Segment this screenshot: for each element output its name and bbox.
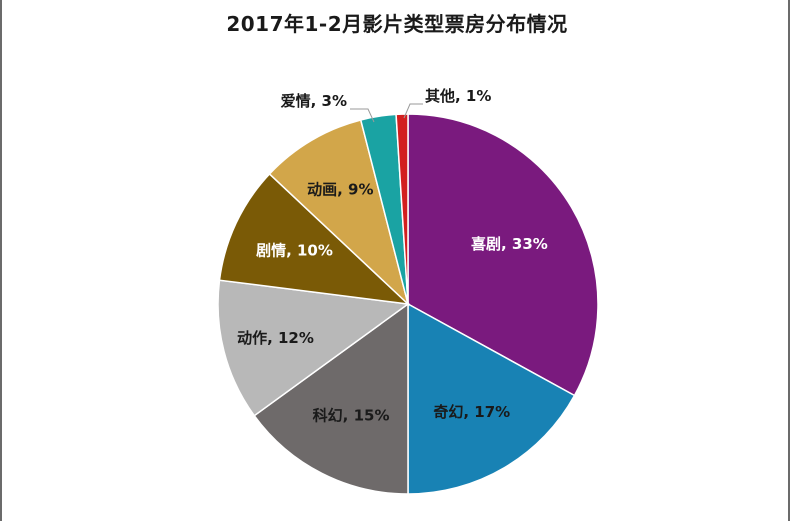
pie-slice-0 — [407, 113, 599, 397]
slice-label-7: 其他, 1% — [425, 87, 491, 105]
pie-slices — [217, 113, 599, 495]
pie-slice-4 — [218, 172, 411, 306]
leader-line-6 — [350, 108, 375, 123]
chart-title: 2017年1-2月影片类型票房分布情况 — [226, 12, 568, 36]
slice-label-0: 喜剧, 33% — [471, 235, 548, 253]
slice-label-6: 爱情, 3% — [281, 92, 347, 110]
pie-slice-7 — [395, 113, 409, 305]
pie-slice-5 — [268, 119, 410, 307]
leader-lines — [350, 103, 423, 123]
pie-slice-3 — [217, 279, 410, 417]
pie-slice-2 — [253, 302, 409, 495]
slice-label-3: 动作, 12% — [237, 329, 314, 347]
slice-label-4: 剧情, 10% — [256, 242, 333, 260]
slice-label-1: 奇幻, 17% — [433, 403, 510, 421]
leader-line-7 — [403, 103, 423, 119]
slice-labels: 喜剧, 33% 奇幻, 17% 科幻, 15% 动作, 12% 剧情, 10% 动画, 9… — [237, 87, 548, 425]
pie-slice-1 — [407, 302, 576, 495]
slice-label-2: 科幻, 15% — [313, 407, 390, 425]
slice-label-5: 动画, 9% — [307, 181, 373, 199]
